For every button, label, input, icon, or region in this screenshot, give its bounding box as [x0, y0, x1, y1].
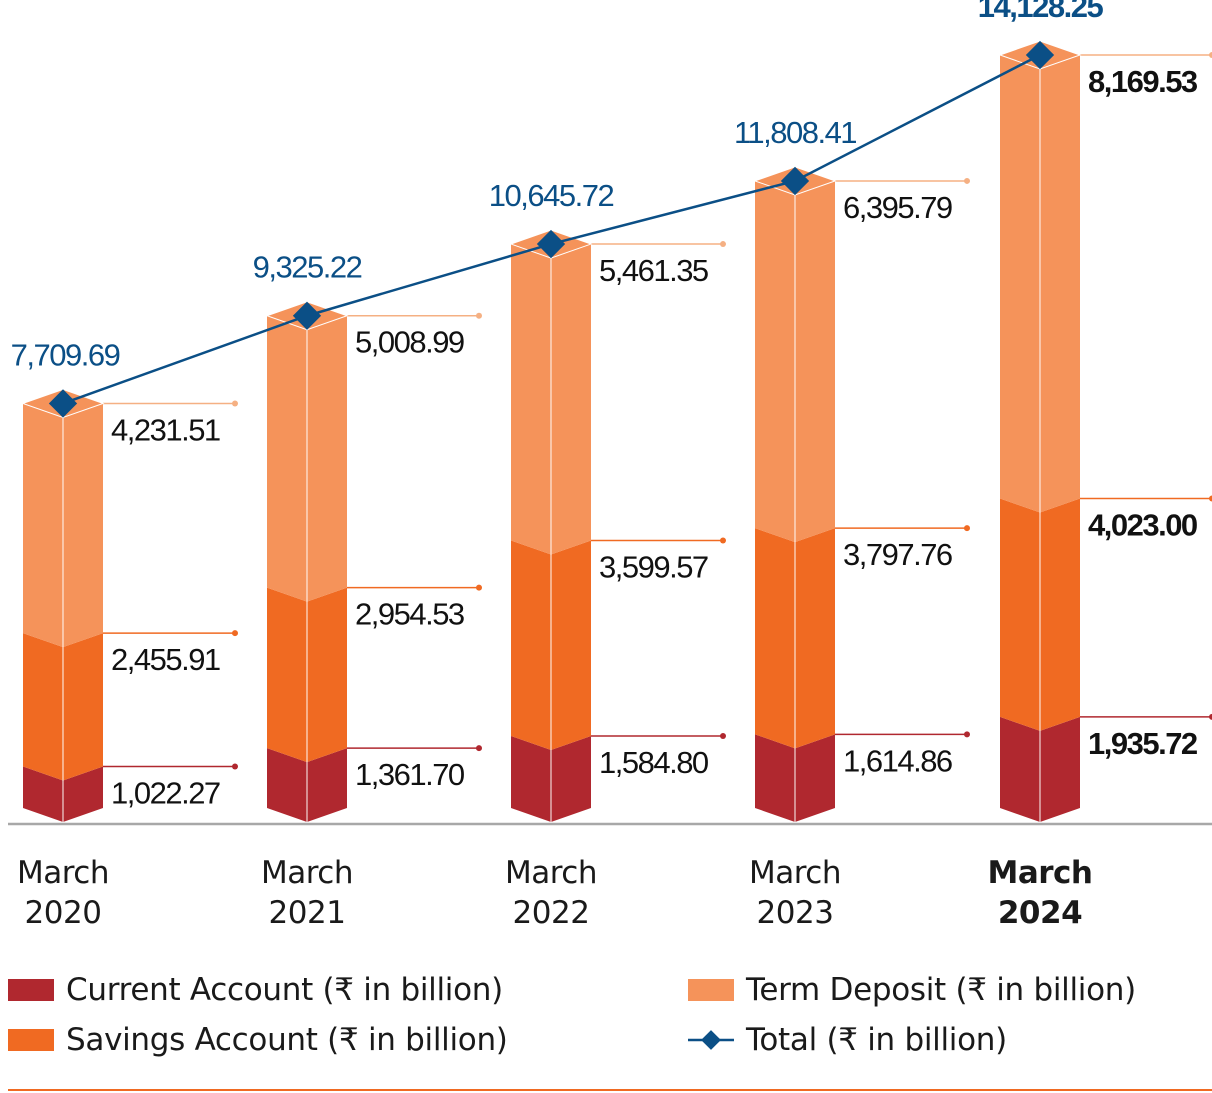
category-label-line: 2022	[513, 895, 590, 931]
data-label: 1,614.86	[843, 743, 952, 778]
total-marker	[780, 166, 810, 196]
data-label: 6,395.79	[843, 190, 952, 225]
bottom-rule	[8, 1089, 1212, 1091]
data-label: 5,461.35	[599, 253, 708, 288]
legend-current-account: Current Account (₹ in billion)	[8, 972, 503, 1008]
category-label-line: March	[505, 855, 597, 891]
total-marker	[1025, 40, 1055, 70]
category-label: March 2023	[749, 855, 841, 931]
legend-swatch-savings	[8, 1029, 54, 1051]
total-label: 7,709.69	[11, 337, 120, 372]
category-label: March 2020	[17, 855, 109, 931]
leader-dot	[476, 312, 482, 319]
data-label: 1,935.72	[1088, 726, 1197, 761]
data-label: 3,797.76	[843, 537, 952, 572]
leader-dot	[232, 400, 238, 407]
legend-label: Current Account (₹ in billion)	[66, 972, 503, 1008]
legend-savings-account: Savings Account (₹ in billion)	[8, 1022, 508, 1058]
data-label: 1,584.80	[599, 745, 709, 780]
category-label-line: 2023	[757, 895, 834, 931]
category-label-line: 2021	[269, 895, 346, 931]
leader-dot	[964, 177, 970, 184]
data-label: 5,008.99	[355, 325, 464, 360]
data-label: 4,023.00	[1088, 508, 1197, 543]
category-label-line: 2024	[998, 895, 1082, 931]
legend-term-deposit: Term Deposit (₹ in billion)	[688, 972, 1136, 1008]
category-label-line: 2020	[25, 895, 102, 931]
data-label: 2,455.91	[111, 642, 220, 677]
leader-dot	[1209, 713, 1212, 720]
leader-dot	[1209, 495, 1212, 502]
data-label: 1,361.70	[355, 757, 465, 792]
leader-dot	[232, 763, 238, 770]
legend-label: Savings Account (₹ in billion)	[66, 1022, 508, 1058]
leader-dot	[964, 525, 970, 532]
legend-swatch-term	[688, 979, 734, 1001]
category-label-line: March	[17, 855, 109, 891]
data-label: 8,169.53	[1088, 64, 1198, 99]
total-label: 11,808.41	[734, 115, 856, 150]
total-label: 9,325.22	[253, 250, 362, 285]
data-label: 1,022.27	[111, 776, 220, 811]
category-label-line: March	[749, 855, 841, 891]
total-marker	[292, 301, 322, 330]
leader-dot	[720, 537, 726, 544]
data-label: 2,954.53	[355, 597, 464, 632]
leader-dot	[964, 731, 970, 738]
total-label: 14,128.25	[978, 0, 1104, 24]
leader-dot	[720, 732, 726, 739]
total-marker	[536, 229, 566, 259]
total-label: 10,645.72	[489, 178, 614, 213]
legend-total: Total (₹ in billion)	[688, 1022, 1007, 1058]
legend-swatch-current	[8, 979, 54, 1001]
category-label: March 2021	[261, 855, 353, 931]
leader-dot	[1209, 52, 1212, 58]
category-label: March 2024	[987, 855, 1092, 931]
legend-label: Total (₹ in billion)	[746, 1022, 1007, 1058]
legend-line-diamond-icon	[688, 1030, 734, 1050]
category-label-line: March	[987, 855, 1092, 891]
data-label: 3,599.57	[599, 550, 708, 585]
leader-dot	[720, 241, 726, 248]
category-label-line: March	[261, 855, 353, 891]
data-label: 4,231.51	[111, 412, 220, 447]
chart-plot: 1,022.27 2,455.91 4,231.51 March 2020 1,361.7…	[8, 0, 1212, 931]
legend-label: Term Deposit (₹ in billion)	[746, 972, 1136, 1008]
leader-dot	[232, 630, 238, 637]
leader-dot	[476, 745, 482, 752]
leader-dot	[476, 584, 482, 591]
category-label: March 2022	[505, 855, 597, 931]
